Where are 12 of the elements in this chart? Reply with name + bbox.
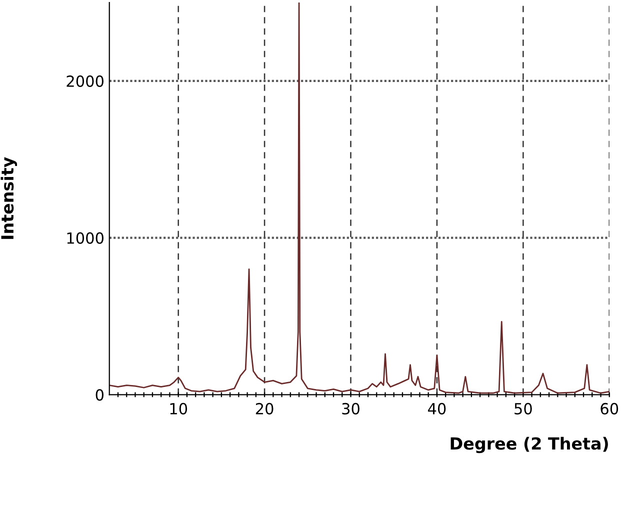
line-series <box>109 2 610 394</box>
y-axis-title: Intensity <box>0 157 18 239</box>
x-tick-label: 20 <box>256 402 274 414</box>
x-tick-label: 60 <box>600 402 618 414</box>
x-tick-label: 30 <box>342 402 360 414</box>
y-tick-label: 2000 <box>66 75 104 87</box>
y-tick-label: 0 <box>96 389 104 401</box>
x-axis-title: Degree (2 Theta) <box>450 436 608 454</box>
x-tick-label: 10 <box>170 402 188 414</box>
x-tick-label: 40 <box>428 402 446 414</box>
x-tick-label: 50 <box>514 402 532 414</box>
y-tick-label: 1000 <box>67 232 104 244</box>
